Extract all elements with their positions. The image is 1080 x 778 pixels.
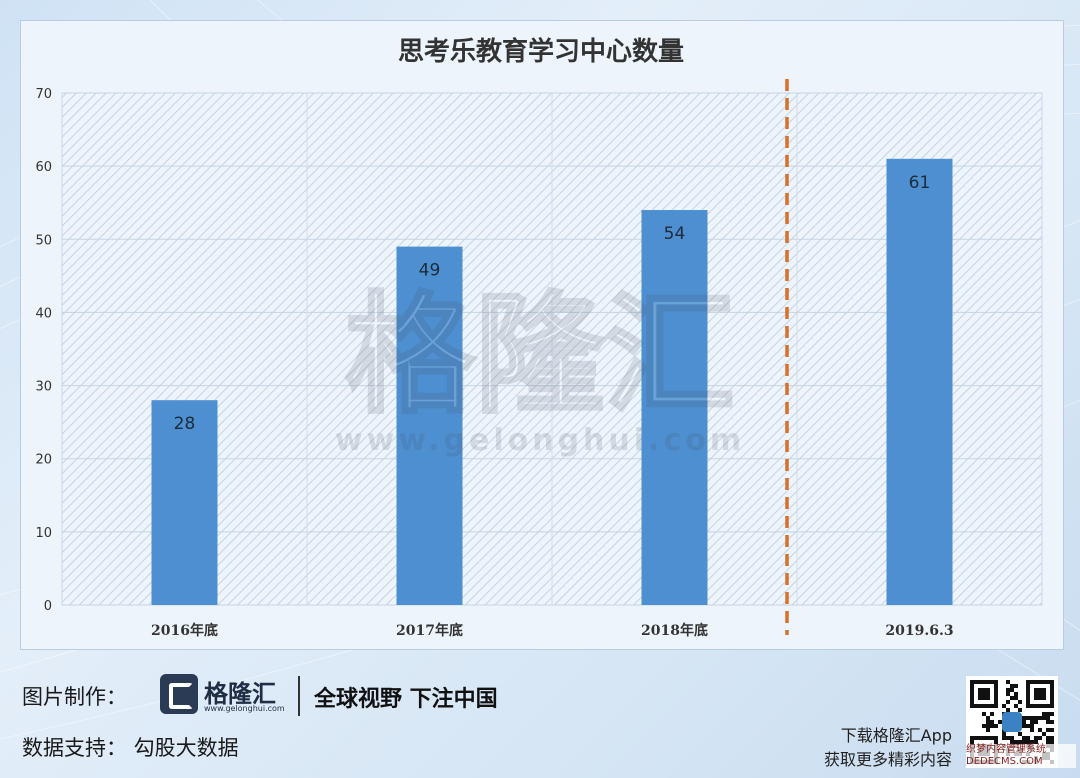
chart-title: 思考乐教育学习中心数量 — [398, 36, 684, 67]
x-tick-label: 2016年底 — [151, 622, 218, 639]
watermark-name: 格隆汇 — [345, 279, 735, 431]
app-download-text: 下载格隆汇App — [840, 726, 952, 745]
y-tick-label: 30 — [35, 380, 52, 395]
bars — [151, 158, 953, 606]
footer: 图片制作： 格隆汇 www.gelonghui.com 全球视野 下注中国 数据… — [0, 656, 1080, 778]
x-tick-label: 2018年底 — [641, 622, 708, 639]
app-promo-text: 获取更多精彩内容 — [823, 750, 952, 769]
qr-watermark-line2: DEDECMS.COM — [966, 756, 1043, 767]
bar — [396, 246, 463, 605]
bar — [151, 400, 218, 605]
credit-label: 图片制作： — [22, 685, 127, 709]
data-label: 61 — [909, 173, 931, 193]
qr-watermark: 织梦内容管理系统 DEDECMS.COM — [966, 744, 1076, 768]
y-tick-label: 60 — [35, 160, 52, 175]
y-tick-label: 70 — [35, 87, 52, 102]
y-tick-label: 40 — [35, 306, 52, 321]
x-tick-label: 2019.6.3 — [885, 623, 953, 639]
grid-lines — [62, 92, 1042, 606]
watermark-url: www.gelonghui.com — [335, 423, 745, 458]
bar-chart: 思考乐教育学习中心数量 0 10 20 30 40 50 60 70 28 2016年底 49 201… — [35, 36, 1043, 639]
footer-divider — [298, 676, 300, 716]
qr-watermark-line1: 织梦内容管理系统 — [966, 744, 1046, 755]
y-tick-label: 20 — [35, 453, 52, 468]
y-tick-label: 10 — [35, 526, 52, 541]
data-label: 54 — [664, 224, 686, 244]
data-label: 49 — [419, 261, 441, 281]
bar — [641, 210, 708, 605]
logo-name: 格隆汇 — [204, 680, 276, 708]
labels: 0 10 20 30 40 50 60 70 28 2016年底 49 2017年底 54 2018年底 6… — [35, 79, 954, 639]
logo-mark-icon — [160, 674, 198, 714]
bar — [886, 158, 953, 606]
y-tick-label: 0 — [44, 599, 52, 614]
slogan: 全球视野 下注中国 — [314, 687, 498, 712]
gelonghui-logo-icon: 格隆汇 www.gelonghui.com — [160, 674, 285, 718]
data-source-label: 数据支持： 勾股大数据 — [22, 736, 239, 760]
y-tick-label: 50 — [35, 233, 52, 248]
data-label: 28 — [174, 414, 196, 434]
x-tick-label: 2017年底 — [396, 622, 463, 639]
logo-url: www.gelonghui.com — [204, 704, 285, 713]
